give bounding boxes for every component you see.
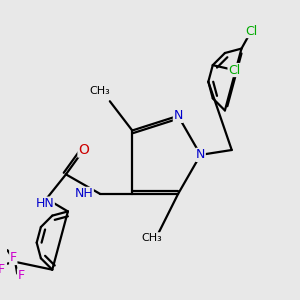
Text: N: N bbox=[173, 110, 183, 122]
Text: CH₃: CH₃ bbox=[141, 233, 162, 243]
Text: Cl: Cl bbox=[245, 25, 257, 38]
Text: F: F bbox=[17, 269, 25, 282]
Text: Cl: Cl bbox=[228, 64, 240, 76]
Text: O: O bbox=[78, 143, 89, 157]
Text: F: F bbox=[10, 251, 17, 265]
Text: NH: NH bbox=[74, 188, 93, 200]
Text: CH₃: CH₃ bbox=[90, 86, 110, 97]
Text: HN: HN bbox=[35, 197, 54, 210]
Text: N: N bbox=[196, 148, 205, 161]
Text: F: F bbox=[0, 263, 5, 276]
